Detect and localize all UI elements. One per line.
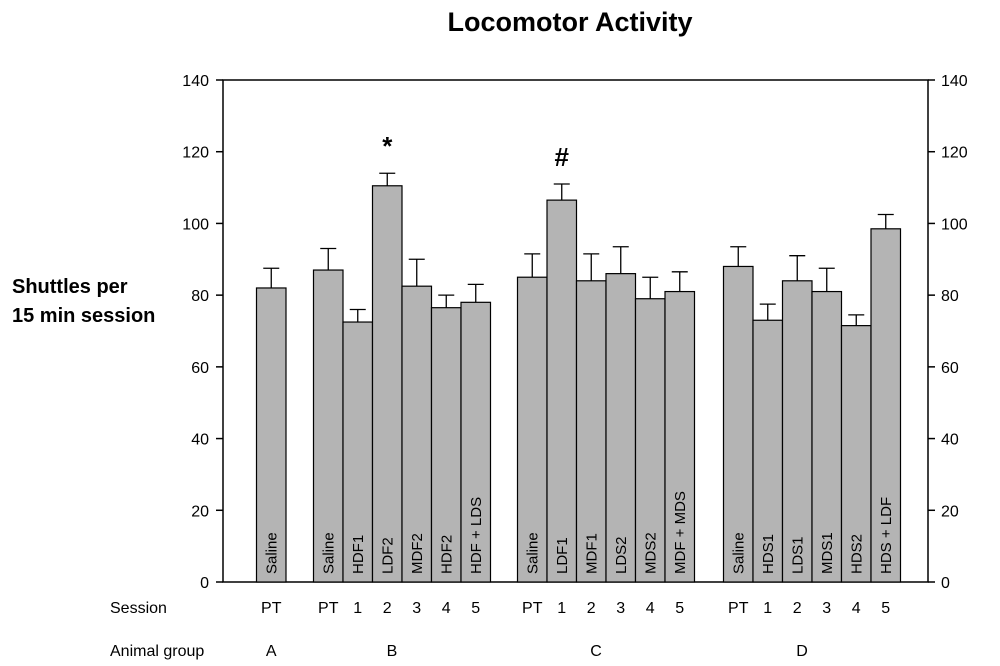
bar-label: LDF1 xyxy=(554,537,571,574)
bar-label: HDS2 xyxy=(848,534,865,574)
y-tick-label-left: 80 xyxy=(191,288,209,305)
session-label: 3 xyxy=(412,600,421,617)
bar-label: LDS2 xyxy=(613,536,630,574)
y-axis-label-line2: 15 min session xyxy=(12,305,155,327)
y-tick-label-left: 60 xyxy=(191,360,209,377)
y-tick-label-left: 120 xyxy=(182,145,209,162)
bar xyxy=(342,321,374,583)
bar-label: LDS1 xyxy=(789,536,806,574)
session-label: 4 xyxy=(442,600,451,617)
bar-label: MDS2 xyxy=(642,532,659,574)
session-label: 2 xyxy=(793,600,802,617)
bar-label: HDF + LDS xyxy=(468,497,485,574)
session-label: 1 xyxy=(353,600,362,617)
y-tick-label-left: 20 xyxy=(191,503,209,520)
bar xyxy=(664,290,696,583)
y-tick-label-right: 60 xyxy=(941,360,959,377)
y-tick-label-right: 40 xyxy=(941,432,959,449)
y-tick-label-right: 20 xyxy=(941,503,959,520)
bar-label: Saline xyxy=(263,532,280,574)
bar-label: MDS1 xyxy=(819,532,836,574)
y-tick-label-right: 0 xyxy=(941,575,950,592)
session-row-label: Session xyxy=(110,600,167,617)
bar xyxy=(752,319,784,583)
bar xyxy=(312,269,344,583)
animal-group-label: B xyxy=(387,643,398,660)
session-label: 1 xyxy=(557,600,566,617)
significance-marker: # xyxy=(555,142,570,172)
bar-label: HDS1 xyxy=(760,534,777,574)
bar-label: Saline xyxy=(730,532,747,574)
session-label: PT xyxy=(522,600,543,617)
bar-label: LDF2 xyxy=(379,537,396,574)
session-label: 1 xyxy=(763,600,772,617)
chart-title: Locomotor Activity xyxy=(447,7,692,37)
bar xyxy=(605,273,637,583)
bar-label: HDS + LDF xyxy=(878,497,895,574)
bar xyxy=(516,276,548,583)
session-label: 5 xyxy=(675,600,684,617)
animal-group-label: A xyxy=(266,643,277,660)
session-label: 3 xyxy=(616,600,625,617)
y-tick-label-right: 120 xyxy=(941,145,968,162)
bar-label: MDF1 xyxy=(583,533,600,574)
animal-group-label: D xyxy=(796,643,808,660)
bar xyxy=(722,265,754,583)
bar xyxy=(401,285,433,583)
session-label: 3 xyxy=(822,600,831,617)
y-tick-label-right: 140 xyxy=(941,73,968,90)
bar xyxy=(371,185,403,583)
animal-group-row-label: Animal group xyxy=(110,643,204,660)
session-label: 4 xyxy=(852,600,861,617)
y-tick-label-right: 80 xyxy=(941,288,959,305)
session-label: PT xyxy=(728,600,749,617)
bar-label: MDF2 xyxy=(409,533,426,574)
session-label: 5 xyxy=(881,600,890,617)
session-label: 5 xyxy=(471,600,480,617)
y-tick-label-left: 140 xyxy=(182,73,209,90)
bar xyxy=(546,199,578,583)
bar xyxy=(430,307,462,583)
session-label: 4 xyxy=(646,600,655,617)
bar-label: HDF1 xyxy=(350,535,367,574)
bar-label: MDF + MDS xyxy=(672,491,689,574)
bar xyxy=(870,228,902,583)
bar-label: Saline xyxy=(320,532,337,574)
bar xyxy=(255,287,287,583)
bar-label: HDF2 xyxy=(438,535,455,574)
bar-label: Saline xyxy=(524,532,541,574)
bar xyxy=(781,280,813,583)
significance-marker: * xyxy=(382,131,393,161)
session-label: 2 xyxy=(383,600,392,617)
y-axis-label-line1: Shuttles per xyxy=(12,276,128,298)
bar xyxy=(811,290,843,583)
session-label: PT xyxy=(318,600,339,617)
y-tick-label-left: 100 xyxy=(182,216,209,233)
bar xyxy=(840,325,872,583)
animal-group-label: C xyxy=(590,643,602,660)
bar xyxy=(460,301,492,583)
session-label: PT xyxy=(261,600,282,617)
bar xyxy=(634,298,666,583)
y-tick-label-right: 100 xyxy=(941,216,968,233)
y-tick-label-left: 40 xyxy=(191,432,209,449)
session-label: 2 xyxy=(587,600,596,617)
y-tick-label-left: 0 xyxy=(200,575,209,592)
